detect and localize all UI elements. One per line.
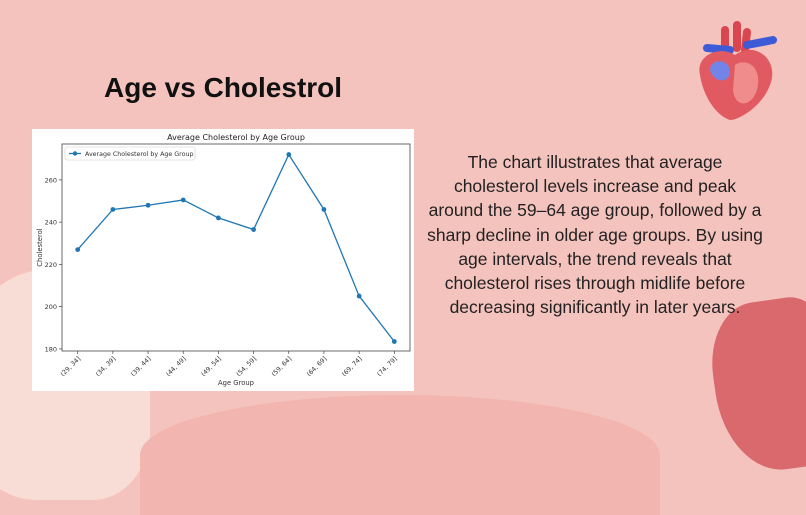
- chart-title: Average Cholesterol by Age Group: [167, 133, 305, 142]
- x-tick-label: (59, 64]: [271, 355, 294, 378]
- x-tick-label: (54, 59]: [235, 355, 258, 378]
- data-point: [391, 339, 397, 344]
- legend-label: Average Cholesterol by Age Group: [85, 151, 193, 158]
- data-point: [110, 207, 116, 212]
- data-point: [286, 152, 292, 157]
- x-tick-label: (69, 74]: [341, 355, 364, 378]
- data-point: [180, 197, 186, 203]
- y-tick-label: 240: [45, 219, 57, 227]
- legend-box: [64, 146, 196, 161]
- anatomical-heart-icon: [699, 21, 777, 120]
- data-point: [216, 215, 221, 221]
- chart-panel: Average Cholesterol by Age Group 180 200 22…: [32, 129, 414, 391]
- slide-title: Age vs Cholestrol: [104, 72, 343, 103]
- y-axis-label: Cholesterol: [36, 228, 44, 266]
- series-line: [77, 153, 395, 342]
- y-tick-label: 260: [45, 176, 57, 184]
- x-tick-label: (44, 49]: [165, 355, 188, 378]
- y-tick-label: 220: [45, 261, 57, 269]
- plot-frame: [61, 143, 411, 352]
- data-point: [145, 202, 151, 208]
- x-tick-label: (39, 44]: [130, 355, 153, 378]
- data-point: [75, 247, 81, 253]
- x-tick-label: (74, 79]: [376, 355, 399, 378]
- x-tick-label: (29, 34]: [60, 355, 83, 378]
- x-axis-label: Age Group: [218, 379, 254, 387]
- chart-description: The chart illustrates that average chole…: [427, 152, 763, 318]
- y-tick-label: 200: [45, 303, 57, 311]
- data-point: [251, 227, 256, 232]
- decorative-blob: [703, 292, 806, 478]
- x-tick-label: (34, 39]: [95, 355, 118, 378]
- y-tick-label: 180: [45, 345, 57, 353]
- legend-marker: [72, 151, 78, 156]
- x-tick-label: (49, 54]: [200, 355, 223, 378]
- data-point: [321, 207, 327, 212]
- line-chart: Average Cholesterol by Age Group 180 200 22…: [36, 133, 411, 387]
- data-point: [356, 293, 362, 299]
- decorative-blob: [140, 395, 660, 515]
- x-tick-label: (64, 69]: [306, 355, 329, 378]
